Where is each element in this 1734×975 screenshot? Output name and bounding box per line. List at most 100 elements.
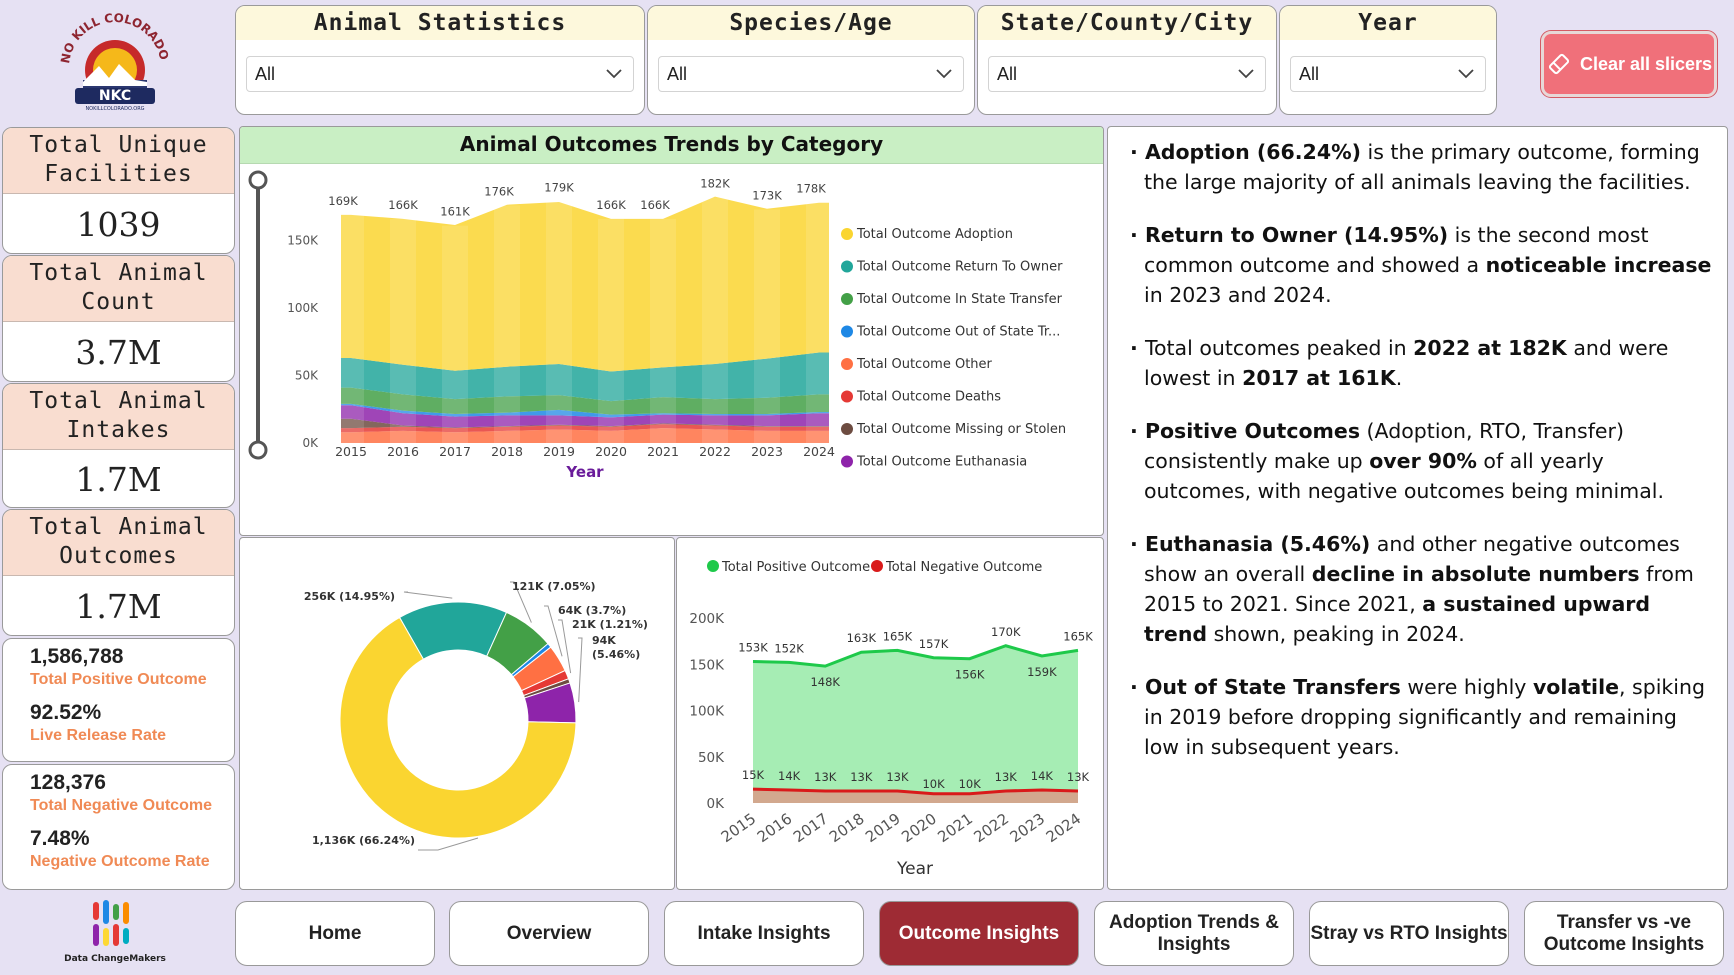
legend-label-euthanasia: Total Outcome Euthanasia	[856, 455, 1027, 470]
x-tick-label: 2018	[491, 444, 523, 459]
negative-data-label: 14K	[778, 769, 801, 783]
x-axis-label: Year	[896, 859, 933, 879]
slicer-title: State/County/City	[978, 6, 1276, 40]
insight-emphasis: decline in absolute numbers	[1311, 562, 1640, 586]
insight-bullet: · Out of State Transfers were highly vol…	[1130, 675, 1706, 759]
total-label: 179K	[544, 180, 574, 194]
leader-line	[510, 581, 532, 623]
negative-outcome-rate: 7.48%	[30, 827, 90, 850]
negative-data-label: 15K	[742, 768, 765, 782]
nav-button-label: Home	[308, 922, 362, 944]
dropdown-value: All	[255, 64, 276, 84]
column-band	[650, 218, 676, 443]
nav-button-overview[interactable]: Overview	[449, 901, 649, 966]
dropdown-value: All	[667, 64, 688, 84]
insight-text: from 2015 to 2021. Since 2021,	[1144, 562, 1694, 616]
positive-data-label: 170K	[991, 625, 1021, 639]
negative-data-label: 13K	[850, 770, 873, 784]
insight-text: were highly	[1400, 675, 1533, 699]
donut-chart-card: 256K (14.95%) 121K (7.05%) 64K (3.7%) 21K (…	[239, 537, 675, 890]
trends-chart-plot: 0K 50K 100K 150K 169K 166K 161K 176K 179K 166K 166…	[248, 170, 1066, 481]
insight-emphasis: Out of State Transfers	[1144, 675, 1401, 699]
nav-button-home[interactable]: Home	[235, 901, 435, 966]
insight-bullet: · Euthanasia (5.46%) and other negative …	[1130, 532, 1694, 646]
x-tick-label: 2023	[751, 444, 783, 459]
legend-label-in_state: Total Outcome In State Transfer	[856, 292, 1063, 307]
insight-text: is the second most common outcome and sh…	[1144, 223, 1649, 277]
y-tick-label: 150K	[689, 657, 725, 673]
logo: NO KILL COLORADO NKC NOKILLCOLORADO.ORG	[55, 8, 175, 112]
donut-chart: 256K (14.95%) 121K (7.05%) 64K (3.7%)21K (…	[304, 580, 648, 851]
x-tick-label: 2016	[387, 444, 419, 459]
legend-label-other: Total Outcome Other	[856, 357, 993, 372]
insight-text: in 2023 and 2024.	[1144, 283, 1332, 307]
kpi-total-unique-facilities: Total Unique Facilities 1039	[2, 127, 235, 254]
insight-emphasis: Positive Outcomes	[1144, 419, 1361, 443]
x-tick-label: 2018	[826, 810, 868, 847]
x-tick-label: 2022	[699, 444, 731, 459]
x-tick-label: 2022	[970, 810, 1012, 847]
live-release-rate: 92.52%	[30, 701, 102, 724]
kpi-value: 3.7M	[75, 333, 162, 372]
legend-marker-rto	[841, 260, 853, 273]
area-other	[341, 428, 829, 443]
total-label: 176K	[484, 184, 514, 198]
insight-text: and were lowest in	[1144, 336, 1669, 390]
legend-marker-in_state	[841, 293, 853, 305]
legend-marker-out_state	[841, 325, 853, 338]
donut-label-euthanasia-pct: (5.46%)	[592, 648, 640, 661]
insight-bullet: · Total outcomes peaked in 2022 at 182K …	[1130, 336, 1669, 390]
total-label: 166K	[388, 198, 418, 212]
insight-emphasis: 2017 at 161K	[1242, 366, 1396, 390]
kpi-title: Total Animal Count	[3, 256, 234, 322]
insight-emphasis: Adoption (66.24%)	[1144, 140, 1361, 164]
y-tick-label: 50K	[295, 369, 319, 383]
positive-data-label: 163K	[847, 631, 877, 645]
range-slider-handle-bottom	[248, 440, 268, 460]
clear-all-slicers-button[interactable]: Clear all slicers	[1541, 31, 1717, 97]
area-euthanasia	[341, 405, 829, 428]
insight-text: , spiking in 2019 before dropping signif…	[1144, 675, 1706, 759]
trends-chart-title: Animal Outcomes Trends by Category	[240, 127, 1103, 164]
y-tick-label: 50K	[698, 750, 725, 766]
positive-data-label: 165K	[1063, 629, 1093, 643]
range-slider-handle-top	[248, 170, 268, 190]
donut-label-adoption: 1,136K (66.24%)	[312, 834, 415, 847]
insight-text: (Adoption, RTO, Transfer) consistently m…	[1144, 419, 1624, 473]
x-tick-label: 2024	[803, 444, 835, 459]
y-tick-label: 0K	[302, 436, 319, 450]
negative-data-label: 14K	[1031, 769, 1054, 783]
positive-line	[752, 644, 1079, 668]
year-dropdown[interactable]: All	[1290, 56, 1486, 92]
column-band	[806, 202, 832, 443]
legend-label-out_state: Total Outcome Out of State Tr...	[856, 325, 1060, 340]
total-label: 173K	[752, 188, 782, 202]
clear-all-slicers-label: Clear all slicers	[1579, 53, 1713, 74]
animal-statistics-dropdown[interactable]: All	[246, 56, 634, 92]
insight-emphasis: volatile	[1532, 675, 1620, 699]
column-band	[390, 218, 416, 443]
nav-button-adoption-trends-insights[interactable]: Adoption Trends & Insights	[1094, 901, 1294, 966]
chevron-down-icon	[606, 69, 622, 79]
x-tick-label: 2016	[754, 810, 796, 847]
column-band	[754, 209, 780, 443]
negative-outcome-card: 128,376 Total Negative Outcome 7.48% Neg…	[2, 764, 235, 890]
positive-data-label: 165K	[883, 629, 913, 643]
nav-button-intake-insights[interactable]: Intake Insights	[664, 901, 864, 966]
positive-outcome-label: Total Positive Outcome	[30, 671, 207, 688]
nav-button-stray-vs-rto-insights[interactable]: Stray vs RTO Insights	[1309, 901, 1509, 966]
negative-data-label: 13K	[1067, 770, 1090, 784]
insight-bullet: · Return to Owner (14.95%) is the second…	[1130, 223, 1712, 307]
species-age-dropdown[interactable]: All	[658, 56, 964, 92]
positive-negative-chart: Total Positive Outcome Total Negative Out…	[689, 560, 1093, 879]
dropdown-value: All	[1299, 64, 1320, 84]
nav-button-transfer-vs-ve-outcome-insights[interactable]: Transfer vs -ve Outcome Insights	[1524, 901, 1724, 966]
nav-button-outcome-insights[interactable]: Outcome Insights	[879, 901, 1079, 966]
chevron-down-icon	[1238, 69, 1254, 79]
state-county-city-dropdown[interactable]: All	[988, 56, 1266, 92]
negative-outcome-count: 128,376	[30, 771, 106, 794]
kpi-total-animal-intakes: Total Animal Intakes 1.7M	[2, 383, 235, 508]
y-tick-label: 100K	[287, 301, 319, 315]
data-changemakers-icon	[93, 900, 129, 946]
chevron-down-icon	[936, 69, 952, 79]
